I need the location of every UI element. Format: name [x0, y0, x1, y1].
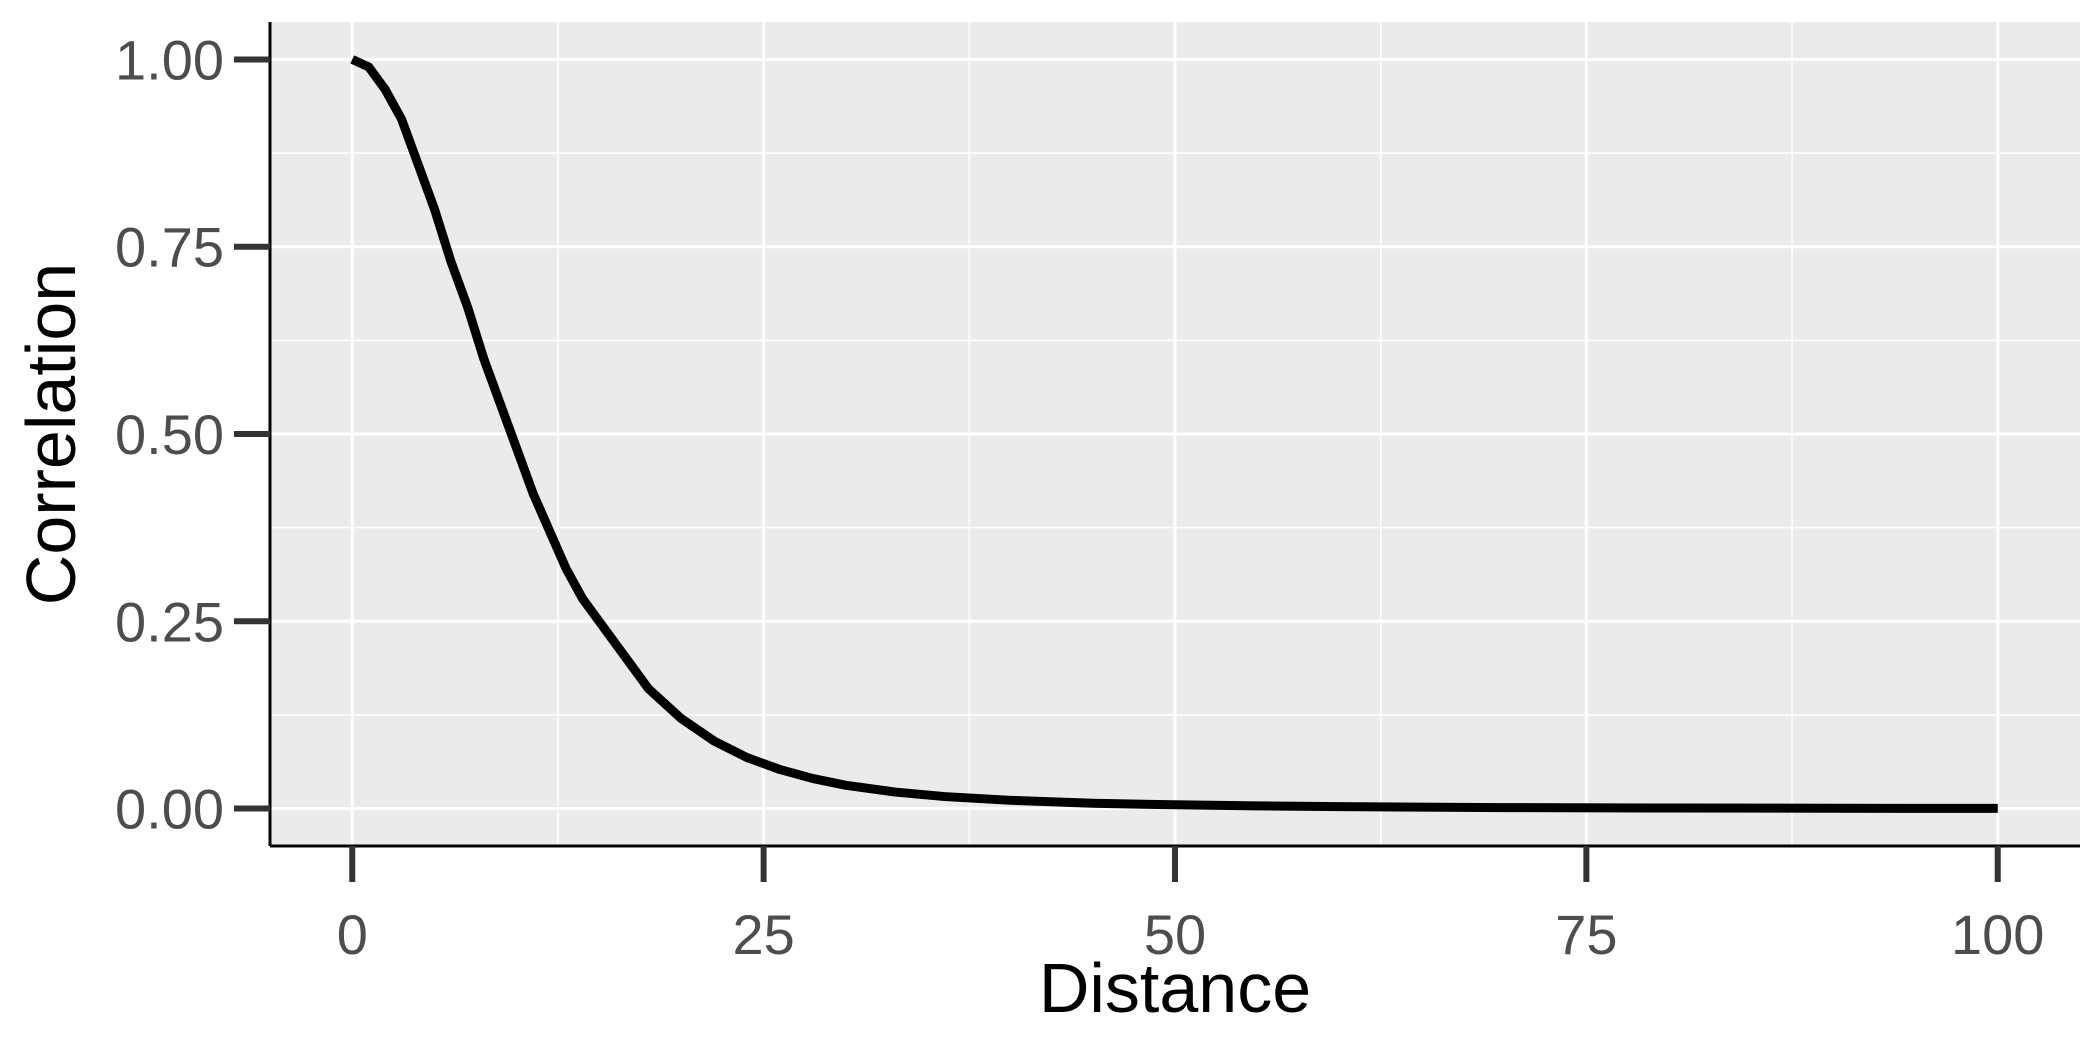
x-tick-label: 75	[1555, 903, 1617, 966]
x-tick-label: 100	[1951, 903, 2044, 966]
y-axis-title: Correlation	[12, 263, 90, 605]
y-tick-label: 0.75	[115, 216, 224, 279]
y-ticks: 0.00 0.25 0.50 0.75 1.00	[115, 28, 270, 841]
y-tick-label: 0.00	[115, 778, 224, 841]
x-tick-label: 25	[732, 903, 794, 966]
x-ticks: 0 25 50 75 100	[337, 846, 2044, 966]
x-tick-label: 0	[337, 903, 368, 966]
series-line	[350, 55, 1998, 813]
y-tick-label: 0.25	[115, 590, 224, 653]
y-tick-label: 1.00	[115, 28, 224, 91]
x-tick-label: 50	[1144, 903, 1206, 966]
series-layer	[350, 55, 1998, 813]
x-axis-title: Distance	[1039, 949, 1311, 1027]
y-tick-label: 0.50	[115, 403, 224, 466]
